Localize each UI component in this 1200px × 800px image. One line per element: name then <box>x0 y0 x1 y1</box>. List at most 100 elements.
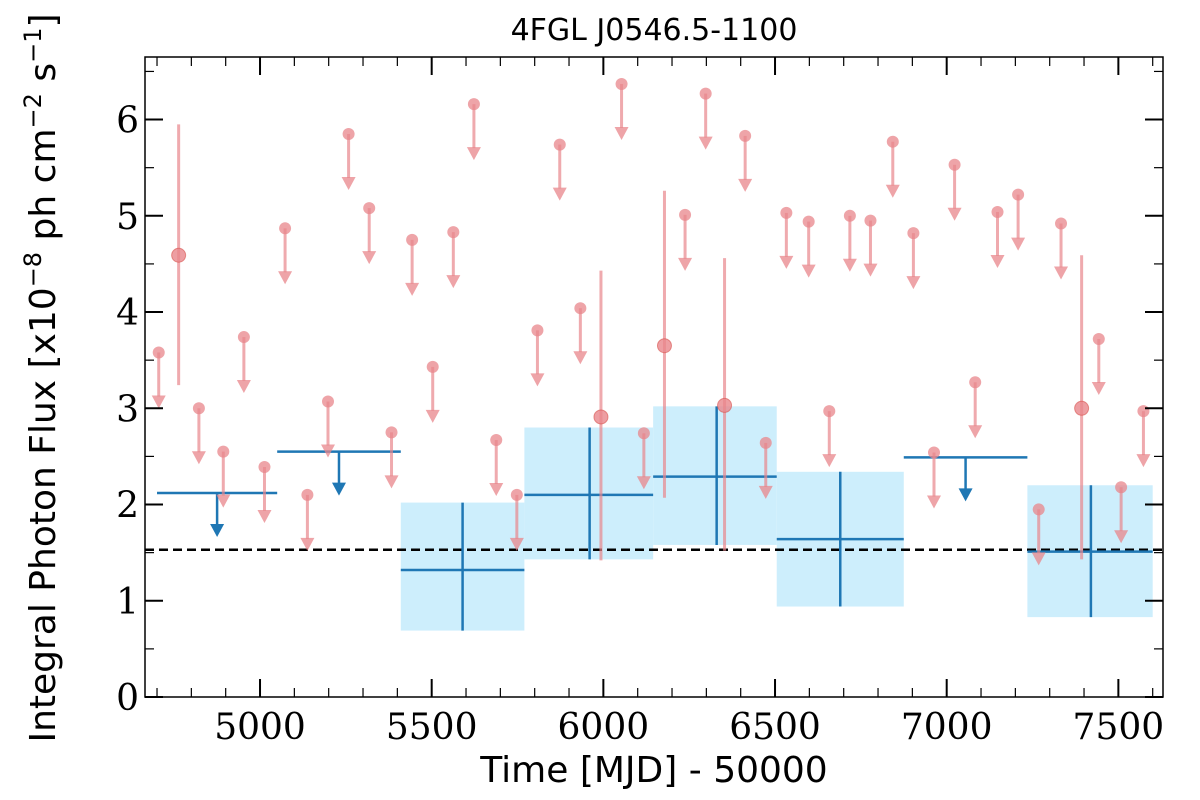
short-bin-ul-arrow <box>906 276 921 290</box>
short-bin-ul-arrow <box>1114 530 1129 544</box>
short-bin-ul-marker <box>739 129 752 142</box>
y-tick-label: 4 <box>116 293 139 334</box>
short-bin-point <box>656 190 672 498</box>
short-bin-upper-limit <box>320 395 335 458</box>
short-bin-upper-limit <box>362 202 377 265</box>
short-bin-upper-limit <box>446 226 461 289</box>
short-bin-upper-limit <box>278 222 293 285</box>
short-bin-point <box>1074 255 1090 560</box>
short-bin-ul-marker <box>823 405 836 418</box>
short-bin-upper-limit <box>300 488 315 551</box>
short-bin-upper-limit <box>863 214 878 277</box>
short-bin-point <box>171 124 187 386</box>
short-bin-ul-arrow <box>552 187 567 201</box>
short-bin-ul-arrow <box>885 184 900 198</box>
short-bin-ul-marker <box>802 215 815 228</box>
short-bin-ul-arrow <box>926 495 941 509</box>
y-tick-label: 0 <box>116 678 139 719</box>
long-bin-point <box>653 406 777 545</box>
short-bin-ul-marker <box>385 426 398 439</box>
short-bin-ul-marker <box>217 445 230 458</box>
short-bin-upper-limit <box>614 77 629 140</box>
short-bin-ul-marker <box>192 402 205 415</box>
x-axis-label: Time [MJD] - 50000 <box>479 750 827 791</box>
short-bin-ul-arrow <box>530 373 545 387</box>
short-bin-upper-limit <box>191 402 206 465</box>
long-bin-point <box>400 502 525 631</box>
short-bin-ul-marker <box>426 360 439 373</box>
short-bin-ul-arrow <box>678 257 693 271</box>
short-bin-ul-marker <box>907 227 920 240</box>
short-bin-upper-limit <box>405 233 420 296</box>
short-bin-ul-marker <box>991 205 1004 218</box>
short-bin-upper-limit <box>1054 217 1069 280</box>
long-bin-point <box>1027 485 1153 618</box>
short-bin-ul-arrow <box>1011 237 1026 251</box>
short-bin-upper-limit <box>466 98 481 161</box>
short-bin-upper-limit <box>341 127 356 190</box>
axes: 5000 5500 6000 6500 7000 7500 0 1 2 3 4 5 6 <box>116 56 1164 748</box>
y-axis-label: Integral Photon Flux [x10−8 ph cm−2 s−1] <box>19 13 64 742</box>
short-bin-ul-arrow <box>236 380 251 394</box>
short-bin-upper-limit <box>968 376 983 439</box>
short-bin-ul-arrow <box>405 282 420 296</box>
short-bin-upper-limit <box>1136 405 1151 468</box>
short-bin-upper-limit <box>947 158 962 221</box>
short-bin-upper-limit <box>801 215 816 278</box>
y-tick-label: 5 <box>116 197 139 238</box>
x-tick-label: 7000 <box>901 707 993 748</box>
short-bin-ul-arrow <box>278 271 293 285</box>
long-bin-ul-arrow <box>331 482 346 496</box>
short-bin-upper-limit <box>1114 481 1129 544</box>
short-bin-ul-arrow <box>1054 266 1069 280</box>
short-bin-ul-arrow <box>191 451 206 465</box>
short-bin-ul-arrow <box>257 509 272 523</box>
short-bin-marker <box>171 247 187 263</box>
short-bin-ul-marker <box>759 436 772 449</box>
short-bin-upper-limit <box>738 129 753 192</box>
short-bin-upper-limit <box>698 87 713 150</box>
short-bin-upper-limit <box>509 488 524 551</box>
short-bin-ul-marker <box>553 138 566 151</box>
short-bin-upper-limit <box>1091 332 1106 395</box>
short-bin-upper-limit <box>885 135 900 198</box>
short-bin-ul-arrow <box>738 178 753 192</box>
short-bin-upper-limit <box>926 446 941 509</box>
short-bin-ul-marker <box>531 324 544 337</box>
short-bin-upper-limit <box>425 360 440 423</box>
short-bin-ul-arrow <box>362 251 377 265</box>
short-bin-upper-limit <box>636 427 651 490</box>
x-tick-label: 5500 <box>386 707 478 748</box>
long-bin-upper-limit <box>277 450 401 496</box>
x-tick-label: 6000 <box>558 707 650 748</box>
x-tick-label: 5000 <box>214 707 306 748</box>
short-bin-ul-arrow <box>1031 552 1046 566</box>
short-bin-upper-limit <box>530 324 545 387</box>
short-bin-ul-marker <box>574 302 587 315</box>
short-bin-ul-arrow <box>863 263 878 277</box>
short-bin-upper-limit <box>236 331 251 394</box>
short-bin-ul-marker <box>1115 481 1128 494</box>
short-bin-ul-marker <box>447 226 460 239</box>
short-bin-ul-arrow <box>801 264 816 278</box>
short-bin-ul-arrow <box>636 476 651 490</box>
short-bin-ul-arrow <box>968 425 983 439</box>
short-bin-ul-marker <box>467 98 480 111</box>
short-bin-ul-marker <box>321 395 334 408</box>
short-bin-ul-marker <box>1137 405 1150 418</box>
short-bin-ul-marker <box>510 488 523 501</box>
short-bin-ul-arrow <box>1091 381 1106 395</box>
short-bin-point <box>717 258 733 551</box>
short-bin-upper-limit <box>552 138 567 201</box>
short-bin-upper-limit <box>257 460 272 523</box>
short-bin-ul-marker <box>1092 332 1105 345</box>
y-tick-label: 6 <box>116 101 139 142</box>
short-bin-upper-limit <box>842 209 857 272</box>
short-bin-upper-limit <box>1031 503 1046 566</box>
y-tick-label: 2 <box>116 486 139 527</box>
short-bin-ul-marker <box>780 206 793 219</box>
long-bin-point <box>524 427 654 560</box>
short-bin-marker <box>593 409 609 425</box>
short-bin-ul-marker <box>279 222 292 235</box>
short-bin-ul-marker <box>342 127 355 140</box>
